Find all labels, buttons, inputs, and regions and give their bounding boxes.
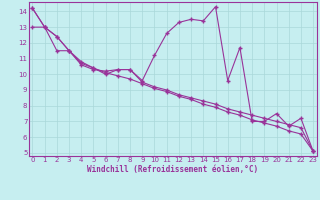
X-axis label: Windchill (Refroidissement éolien,°C): Windchill (Refroidissement éolien,°C) <box>87 165 258 174</box>
